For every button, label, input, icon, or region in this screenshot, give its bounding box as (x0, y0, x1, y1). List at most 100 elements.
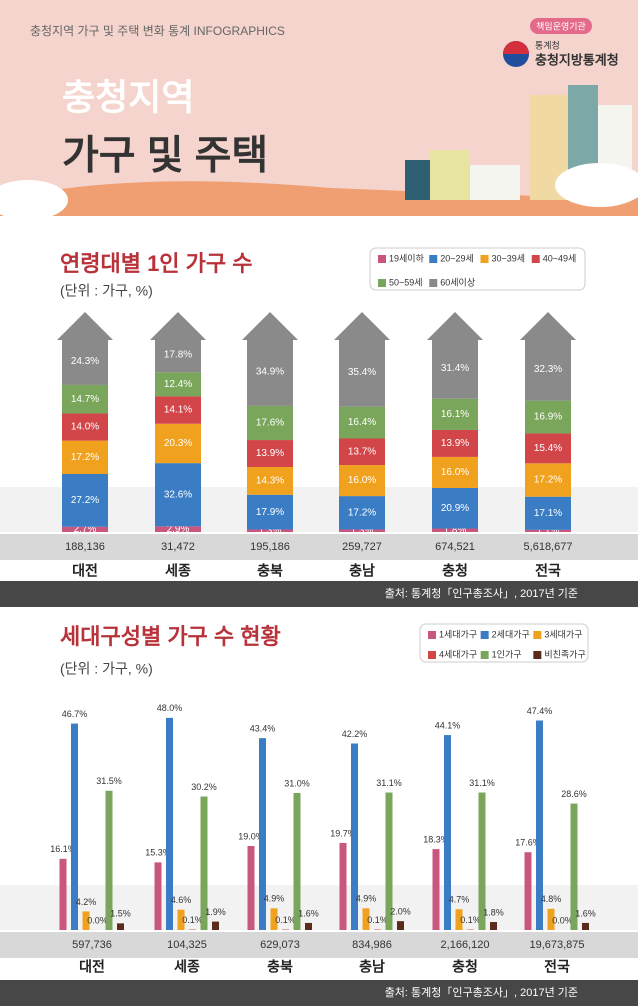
bar-segment (525, 400, 571, 434)
value-label: 15.4% (534, 443, 562, 454)
bar (293, 792, 301, 930)
value-label: 44.1% (435, 720, 461, 730)
value-label: 46.7% (62, 709, 88, 719)
bar (154, 862, 162, 930)
value-label: 43.4% (250, 724, 276, 734)
legend-swatch (533, 631, 542, 639)
bar-segment (62, 440, 108, 474)
value-label: 1.1% (537, 526, 560, 537)
bar-segment (155, 337, 201, 373)
bar-segment (339, 438, 385, 466)
bar-segment (432, 337, 478, 399)
total-label: 674,521 (435, 541, 475, 553)
value-label: 27.2% (71, 495, 99, 506)
bar-segment (525, 433, 571, 464)
value-label: 14.7% (71, 394, 99, 405)
category-label: 충남 (349, 563, 375, 579)
legend-label: 4세대가구 (439, 649, 477, 659)
badge-text: 책임운영기관 (536, 20, 586, 31)
bar (177, 909, 185, 930)
bar-segment (432, 487, 478, 529)
value-label: 16.9% (534, 412, 562, 423)
total-band (0, 534, 638, 560)
bar-segment (62, 526, 108, 532)
bar-segment (432, 456, 478, 488)
bar (455, 909, 463, 930)
legend-label: 비친족가구 (544, 649, 585, 659)
bar-segment (432, 429, 478, 457)
header-wave (0, 181, 638, 216)
value-label: 4.9% (356, 894, 377, 904)
legend-swatch (428, 651, 436, 659)
total-label: 5,618,677 (524, 541, 573, 553)
value-label: 17.2% (534, 475, 562, 486)
bar-segment (155, 526, 201, 532)
roof (520, 312, 576, 340)
bar-segment (62, 473, 108, 527)
value-label: 17.2% (71, 452, 99, 463)
value-label: 1.3% (259, 525, 282, 536)
total-label: 629,073 (260, 939, 300, 951)
bar (351, 743, 358, 930)
value-label: 15.3% (145, 848, 171, 858)
bar (547, 908, 555, 930)
value-label: 1.3% (351, 525, 374, 536)
value-label: 32.3% (534, 364, 562, 375)
roof (57, 312, 113, 340)
bar (270, 908, 278, 930)
total-label: 834,986 (352, 939, 392, 951)
value-label: 4.9% (264, 894, 285, 904)
value-label: 1.6% (298, 908, 319, 918)
legend-swatch (533, 651, 542, 659)
value-label: 19.0% (238, 831, 264, 841)
bar-segment (155, 423, 201, 464)
category-label: 대전 (79, 959, 105, 975)
value-label: 17.2% (348, 507, 376, 518)
roof (150, 312, 206, 340)
org: 충청지방통계청 (535, 52, 619, 67)
value-label: 1.8% (444, 525, 467, 536)
value-label: 24.3% (71, 356, 99, 367)
value-label: 13.9% (441, 438, 469, 449)
value-label: 31.0% (284, 778, 310, 788)
value-label: 32.6% (164, 489, 192, 500)
value-label: 18.3% (423, 834, 449, 844)
value-label: 48.0% (157, 703, 183, 713)
bar-segment (525, 338, 571, 401)
total-label: 31,472 (161, 541, 195, 553)
chart-unit: (단위 : 가구, %) (60, 661, 153, 677)
bar-segment (339, 496, 385, 530)
bar (362, 908, 370, 930)
legend-box (369, 247, 586, 291)
bar (305, 922, 312, 930)
value-label: 17.8% (164, 350, 192, 361)
total-label: 259,727 (342, 541, 382, 553)
value-label: 2.7% (74, 524, 97, 535)
roof (242, 312, 298, 340)
category-label: 세종 (174, 959, 200, 975)
legend-label: 20~29세 (440, 253, 474, 263)
legend-label: 1인가구 (492, 649, 522, 659)
header-title-2: 가구 및 주택 (62, 134, 268, 178)
total-label: 188,136 (65, 541, 105, 553)
value-label: 47.4% (527, 706, 553, 716)
legend-label: 1세대가구 (439, 629, 477, 639)
bar (259, 738, 266, 930)
logo-top (503, 41, 529, 54)
value-label: 31.1% (469, 778, 495, 788)
legend-swatch (378, 255, 386, 263)
header-subtitle: 충청지역 가구 및 주택 변화 통계 INFOGRAPHICS (30, 24, 285, 38)
value-label: 30.2% (191, 782, 217, 792)
bar (200, 796, 208, 930)
value-label: 13.9% (256, 448, 284, 459)
bar-segment (155, 463, 201, 527)
org-small: 통계청 (535, 39, 560, 50)
value-label: 0.0% (87, 915, 108, 925)
bar-segment (525, 496, 571, 530)
value-label: 0.1% (460, 915, 481, 925)
source: 출처: 통계청「인구총조사」, 2017년 기준 (385, 986, 578, 999)
legend-swatch (480, 631, 489, 639)
legend-swatch (378, 279, 386, 287)
bar-segment (525, 463, 571, 497)
